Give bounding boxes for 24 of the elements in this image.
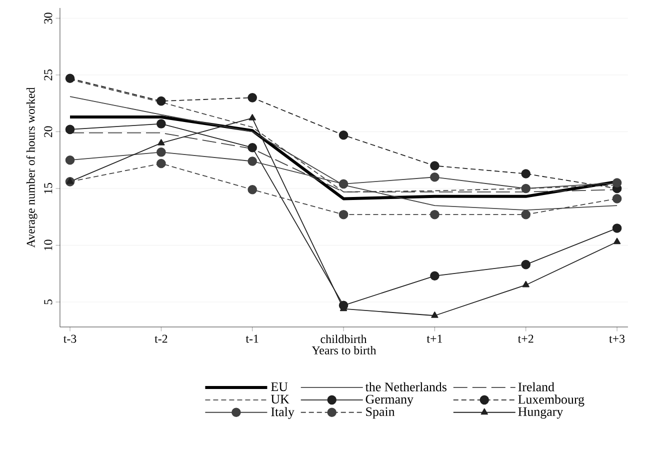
legend-label: UK: [270, 394, 290, 404]
x-axis-title: Years to birth: [312, 346, 376, 354]
legend-label: Germany: [366, 394, 414, 406]
y-tick-label: 25: [44, 69, 52, 80]
legend-label: Hungary: [518, 407, 564, 419]
x-tick-label: t+1: [426, 334, 442, 343]
y-axis-title: Average number of hours worked: [26, 87, 38, 248]
y-tick-label: 5: [44, 299, 52, 304]
x-tick-label: t-1: [246, 334, 258, 343]
x-tick-label: t-3: [63, 334, 76, 343]
legend-label: Italy: [271, 407, 294, 419]
legend-label: the Netherlands: [365, 382, 446, 392]
y-tick-label: 15: [44, 182, 52, 194]
x-tick-label: childbirth: [320, 334, 367, 344]
y-tick-label: 20: [44, 126, 52, 138]
legend-label: EU: [271, 382, 288, 392]
legend-label: Ireland: [518, 382, 554, 392]
y-tick-label: 10: [44, 240, 52, 250]
legend-label: Luxembourg: [518, 394, 584, 406]
y-tick-label: 30: [44, 12, 52, 24]
x-tick-label: t-2: [154, 334, 168, 343]
x-tick-label: t+3: [609, 334, 625, 343]
x-tick-label: t+2: [518, 334, 534, 343]
legend-label: Spain: [366, 407, 395, 419]
